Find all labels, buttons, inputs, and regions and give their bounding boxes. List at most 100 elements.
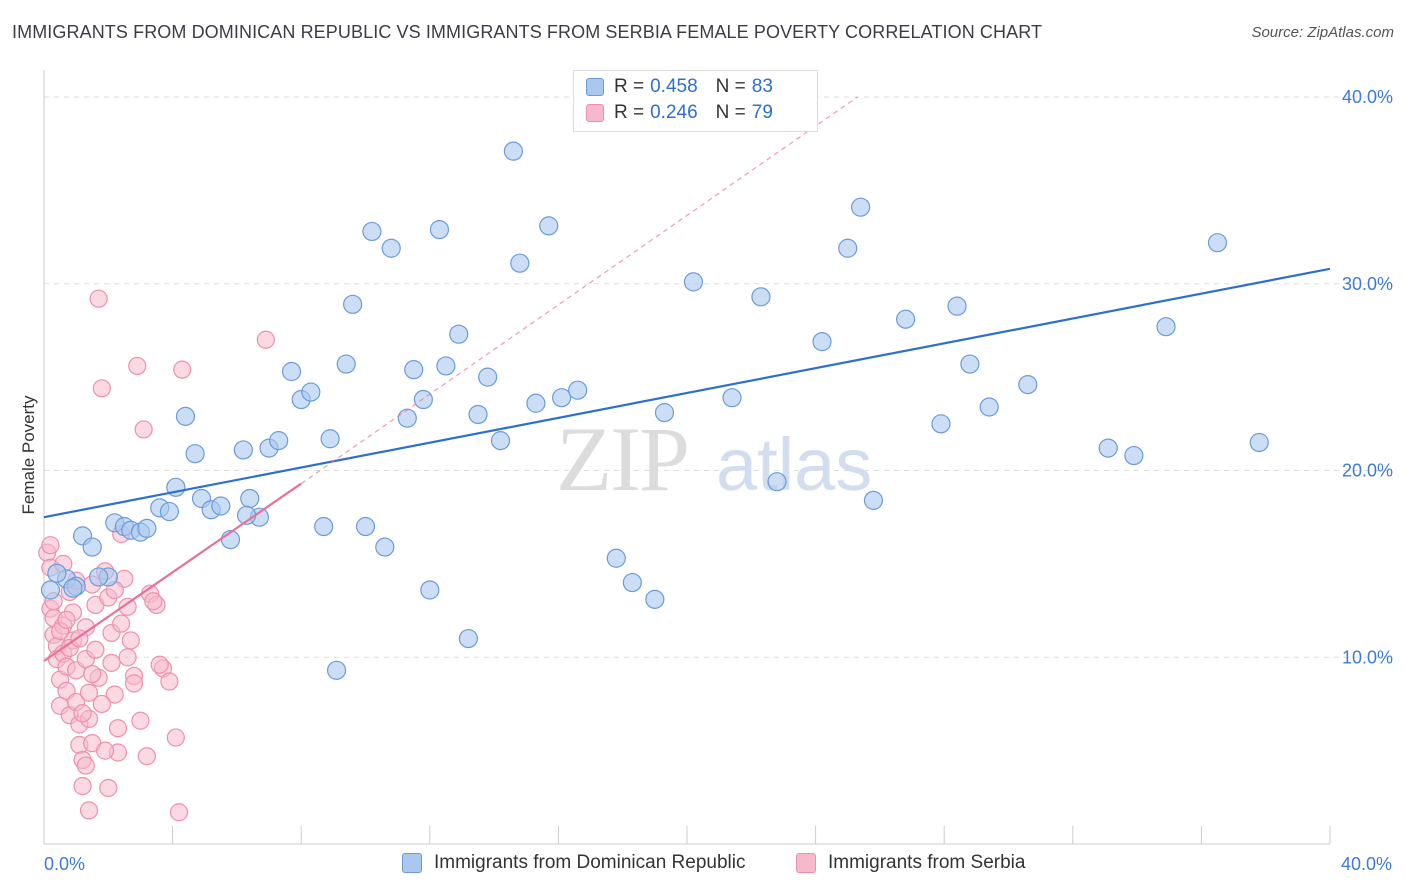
serbia-point — [92, 379, 111, 398]
dominican-point — [851, 197, 871, 217]
series-legend: Immigrants from Dominican Republic Immig… — [0, 852, 1406, 878]
serbia-point — [150, 655, 169, 674]
serbia-point — [256, 330, 275, 349]
serbia-points — [38, 289, 275, 822]
dominican-point — [645, 589, 665, 609]
dominican-point — [1207, 233, 1228, 253]
serbia-point — [144, 592, 163, 611]
serbia-point — [118, 597, 137, 616]
legend-row-serbia: R = 0.246 N = 79 — [586, 101, 773, 125]
dominican-point — [137, 518, 157, 538]
serbia-point — [89, 289, 108, 308]
stats-legend: R = 0.458 N = 83 R = 0.246 N = 79 — [573, 70, 818, 132]
serbia-point — [41, 536, 60, 555]
dominican-point — [404, 360, 424, 380]
dominican-point — [1156, 317, 1176, 337]
series-legend-dominican: Immigrants from Dominican Republic — [402, 852, 746, 874]
serbia-point — [108, 719, 128, 738]
dominican-point — [767, 472, 787, 492]
dominican-point — [343, 294, 363, 314]
chart-title: IMMIGRANTS FROM DOMINICAN REPUBLIC VS IM… — [12, 22, 1043, 42]
dominican-point — [622, 572, 642, 593]
dominican-point — [159, 501, 179, 522]
dominican-point — [931, 414, 951, 434]
serbia-point — [173, 360, 192, 379]
y-tick-label: 30.0% — [1342, 274, 1393, 294]
legend-r-value: 0.246 — [650, 102, 698, 123]
dominican-trend-line — [43, 267, 1331, 519]
dominican-point — [812, 332, 832, 352]
dominican-point — [375, 537, 395, 557]
dominican-point — [960, 354, 980, 374]
dominican-point — [240, 488, 260, 509]
legend-r-label: R = — [614, 76, 645, 97]
tick-labels: 10.0% 20.0% 30.0% 40.0% 0.0% 40.0% — [44, 87, 1393, 874]
serbia-point — [76, 756, 95, 775]
serbia-point — [83, 664, 102, 684]
watermark-atlas: atlas — [716, 423, 872, 506]
series-name-dominican: Immigrants from Dominican Republic — [434, 852, 746, 873]
serbia-point — [137, 747, 156, 766]
dominican-point — [362, 221, 382, 242]
dominican-point — [420, 580, 440, 600]
dominican-point — [40, 580, 61, 600]
dominican-point — [1018, 374, 1038, 395]
serbia-trend-line — [43, 482, 302, 662]
dominican-point — [449, 324, 469, 344]
legend-n-label: N = — [715, 76, 746, 97]
serbia-point — [73, 704, 92, 723]
serbia-point — [160, 672, 179, 691]
dominican-point — [568, 380, 588, 400]
dominican-point — [838, 238, 858, 258]
serbia-point — [124, 674, 144, 693]
x-tick-label: 40.0% — [1341, 854, 1392, 874]
dominican-point — [381, 238, 401, 258]
legend-n-value: 83 — [751, 76, 773, 97]
dominican-points — [40, 96, 1269, 680]
serbia-point — [99, 778, 118, 798]
grid — [44, 96, 1392, 658]
dominican-point — [526, 393, 546, 413]
serbia-point — [86, 640, 105, 659]
dominican-point — [233, 440, 253, 460]
dominican-point — [979, 397, 999, 417]
y-axis-label: Female Poverty — [19, 395, 38, 515]
dominican-point — [683, 272, 704, 292]
serbia-point — [128, 356, 147, 376]
dominican-point — [413, 389, 433, 410]
serbia-point — [73, 777, 92, 796]
serbia-trend-extension — [300, 96, 858, 485]
legend-n-value: 79 — [751, 102, 773, 123]
dominican-point — [47, 563, 67, 583]
legend-swatch-pink — [586, 104, 604, 122]
dominican-point — [539, 216, 559, 236]
watermark: ZIP atlas — [556, 408, 872, 510]
dominican-point — [175, 406, 196, 426]
dominican-point — [436, 356, 456, 376]
dominican-point — [1249, 432, 1269, 453]
dominican-point — [185, 444, 205, 464]
serbia-point — [57, 610, 76, 630]
serbia-point — [102, 653, 121, 672]
y-tick-label: 40.0% — [1342, 87, 1393, 107]
serbia-point — [118, 648, 137, 667]
dominican-point — [326, 660, 347, 680]
series-name-serbia: Immigrants from Serbia — [828, 852, 1026, 873]
dominican-point — [429, 219, 450, 240]
dominican-point — [552, 388, 572, 408]
series-legend-serbia: Immigrants from Serbia — [796, 852, 1025, 874]
legend-n-label: N = — [715, 102, 746, 123]
dominican-point — [478, 367, 498, 387]
dominican-point — [510, 253, 530, 273]
series-swatch-blue — [402, 853, 422, 873]
source-label: Source: ZipAtlas.com — [1251, 24, 1394, 41]
dominican-point — [314, 516, 334, 537]
dominican-point — [947, 296, 967, 316]
serbia-point — [121, 631, 140, 650]
dominican-point — [211, 496, 231, 516]
dominican-point — [896, 309, 916, 329]
dominican-point — [397, 408, 417, 428]
dominican-point — [490, 431, 511, 451]
dominican-point — [269, 431, 289, 451]
